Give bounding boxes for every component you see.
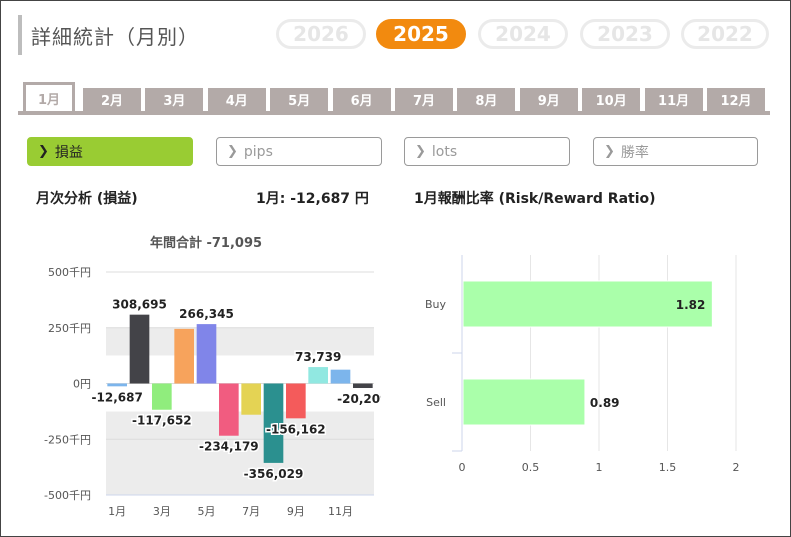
- bar-10月: [308, 367, 328, 384]
- x-tick-label: 1.5: [659, 461, 677, 474]
- risk-reward-chart: 0 0.5 1 1.5 2 Buy 1.82 Sell 0.89: [425, 255, 740, 474]
- chevron-right-icon: ❯: [227, 144, 238, 159]
- bar-6月: [219, 383, 239, 436]
- chevron-right-icon: ❯: [604, 144, 615, 159]
- data-label: -12,687: [92, 390, 143, 404]
- metric-pips-button[interactable]: ❯ pips: [216, 137, 382, 166]
- y-tick-label: 500千円: [48, 266, 91, 279]
- tab-month-6[interactable]: 6月: [332, 88, 391, 111]
- data-label: -156,162: [266, 422, 326, 436]
- bar-8月: [263, 383, 284, 463]
- monthly-pl-chart: 500千円 250千円 0円 -250千円 -500千円 年間合計 -71,095 -12,…: [44, 235, 381, 518]
- bar-sell: [462, 378, 586, 426]
- x-tick-label: 1月: [108, 505, 126, 518]
- metric-label: pips: [243, 143, 273, 160]
- bar-11月: [330, 369, 351, 384]
- bar-buy: [462, 280, 713, 328]
- data-label: 266,345: [179, 307, 234, 321]
- year-2025-button[interactable]: 2025: [376, 19, 466, 49]
- x-tick-label: 7月: [242, 505, 260, 518]
- data-label: -234,179: [199, 440, 259, 454]
- tab-month-5[interactable]: 5月: [270, 88, 329, 111]
- data-label: 1.82: [676, 298, 706, 312]
- plot-band-lower: [106, 439, 374, 495]
- title-accent-bar: [18, 15, 22, 55]
- x-tick-label: 5月: [198, 505, 216, 518]
- x-tick-label: 1: [596, 461, 603, 474]
- tab-month-2[interactable]: 2月: [83, 88, 141, 111]
- metric-lots-button[interactable]: ❯ lots: [404, 137, 570, 166]
- tab-month-10[interactable]: 10月: [582, 88, 641, 111]
- y-tick-label: 250千円: [48, 322, 91, 335]
- data-label: -20,209: [337, 392, 381, 406]
- y-tick-label: 0円: [73, 378, 91, 391]
- metric-label: 勝率: [620, 144, 649, 161]
- x-tick-label: 0: [459, 461, 466, 474]
- tab-month-1[interactable]: 1月: [23, 82, 75, 111]
- tab-month-4[interactable]: 4月: [207, 88, 266, 111]
- tab-month-12[interactable]: 12月: [707, 88, 765, 111]
- data-label: 73,739: [295, 350, 341, 364]
- tab-month-11[interactable]: 11月: [644, 88, 703, 111]
- year-2026-button[interactable]: 2026: [276, 19, 366, 49]
- bar-4月: [174, 328, 194, 384]
- data-label: -356,029: [244, 467, 304, 481]
- y-tick-label: -250千円: [44, 433, 91, 446]
- data-label: 0.89: [590, 396, 620, 410]
- category-label: Sell: [426, 396, 446, 409]
- chart-title: 年間合計 -71,095: [150, 235, 262, 251]
- bar-2月: [129, 314, 150, 384]
- page-title: 詳細統計（月別）: [31, 25, 199, 49]
- bar-1月: [107, 383, 127, 387]
- category-label: Buy: [425, 298, 447, 311]
- data-label: 308,695: [112, 298, 167, 312]
- monthly-summary: 1月: -12,687 円: [256, 191, 369, 207]
- data-label: -117,652: [132, 414, 192, 428]
- metric-label: lots: [431, 143, 458, 160]
- bar-5月: [196, 324, 217, 384]
- tab-month-9[interactable]: 9月: [519, 88, 578, 111]
- x-tick-label: 9月: [287, 505, 305, 518]
- metric-win-rate-button[interactable]: ❯ 勝率: [593, 137, 758, 166]
- monthly-analysis-heading: 月次分析 (損益): [36, 191, 138, 207]
- bar-9月: [286, 383, 306, 419]
- bar-3月: [152, 383, 172, 410]
- tab-month-8[interactable]: 8月: [457, 88, 516, 111]
- risk-reward-heading: 1月報酬比率 (Risk/Reward Ratio): [414, 191, 656, 207]
- bar-7月: [241, 383, 261, 415]
- metric-label: 損益: [54, 144, 83, 161]
- metric-profit-loss-button[interactable]: ❯ 損益: [27, 137, 193, 166]
- x-tick-label: 11月: [328, 505, 353, 518]
- year-2023-button[interactable]: 2023: [580, 19, 670, 49]
- year-2024-button[interactable]: 2024: [478, 19, 568, 49]
- bar-12月: [353, 383, 373, 389]
- chevron-right-icon: ❯: [415, 144, 426, 159]
- year-2022-button[interactable]: 2022: [681, 19, 769, 49]
- tab-baseline: [18, 111, 770, 115]
- y-tick-label: -500千円: [44, 489, 91, 502]
- tab-month-7[interactable]: 7月: [395, 88, 453, 111]
- x-tick-label: 2: [733, 461, 740, 474]
- tab-month-3[interactable]: 3月: [145, 88, 204, 111]
- x-tick-label: 0.5: [522, 461, 540, 474]
- chevron-right-icon: ❯: [38, 144, 49, 159]
- x-tick-label: 3月: [153, 505, 171, 518]
